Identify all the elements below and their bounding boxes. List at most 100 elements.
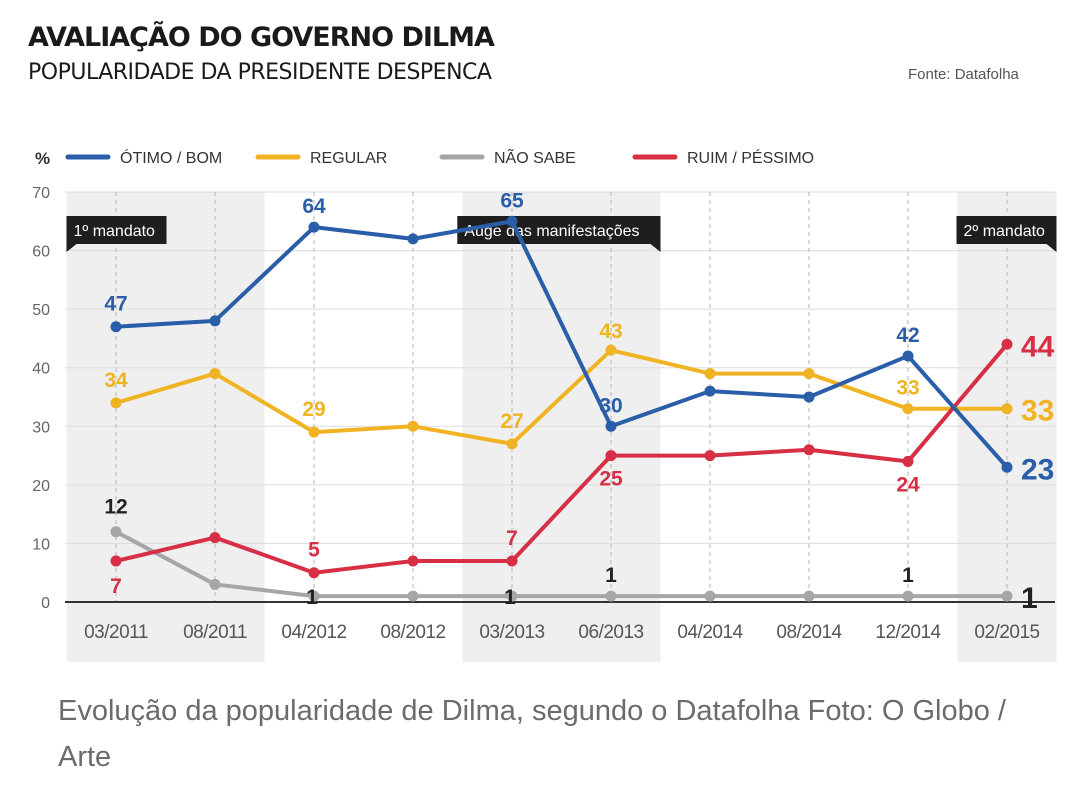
data-label: 34 [104,369,128,392]
line-chart: 0 10 20 30 40 50 60 70 03/2011 08/2011 04/2012 08/2… [32,147,1057,662]
period-band [462,192,661,662]
data-point [803,391,815,403]
y-tick-label: 40 [32,361,50,378]
data-point [506,590,518,602]
data-point [308,567,320,579]
y-tick-label: 0 [41,595,50,612]
series-line [115,219,1009,469]
data-label: 42 [896,324,919,347]
data-label: 7 [506,527,518,550]
data-point [506,215,518,227]
chart-subtitle: POPULARIDADE DA PRESIDENTE DESPENCA [28,60,492,85]
unit-label: % [35,149,50,168]
data-label: 65 [500,189,524,212]
data-point [407,555,419,567]
annotation-label: 2º mandato [964,223,1046,240]
period-band [66,192,265,662]
data-label: 1 [504,586,516,609]
data-label: 64 [302,195,326,218]
data-point [209,368,221,380]
data-point [902,403,914,415]
x-tick-label: 06/2013 [578,622,643,643]
image-caption: Evolução da popularidade de Dilma, segun… [58,695,1006,773]
data-label: 23 [1021,453,1054,486]
series-line [115,348,1007,446]
data-label: 1 [306,586,318,609]
source-note: Fonte: Datafolha [908,66,1019,83]
legend-label: REGULAR [310,150,387,167]
x-tick-label: 08/2014 [776,622,842,643]
data-point [704,385,716,397]
legend-label: RUIM / PÉSSIMO [687,148,814,167]
series-line [115,529,1007,599]
y-tick-label: 60 [32,244,50,261]
data-point [704,450,716,462]
y-tick-label: 10 [32,536,50,553]
series-line [115,342,1009,575]
data-point [110,321,122,333]
data-point [1001,590,1013,602]
data-point [209,578,221,590]
data-point [308,426,320,438]
data-point [110,555,122,567]
data-label: 44 [1021,330,1055,363]
annotation-pointer [650,244,661,252]
data-point [605,344,617,356]
data-point [704,368,716,380]
data-point [902,590,914,602]
data-point [407,420,419,432]
data-point [209,532,221,544]
data-point [407,233,419,245]
chart-title: AVALIAÇÃO DO GOVERNO DILMA [28,22,495,53]
data-label: 1 [605,564,617,587]
annotation-label: 1º mandato [74,223,156,240]
data-point [110,397,122,409]
data-point [1001,461,1013,473]
annotation-box [956,216,1057,244]
data-label: 25 [599,468,623,491]
legend-label: NÃO SABE [494,147,576,167]
data-point [209,315,221,327]
data-point [1001,338,1013,350]
annotation-box [457,216,661,244]
data-point [506,555,518,567]
data-label: 47 [104,293,127,316]
data-point [110,526,122,538]
data-point [902,350,914,362]
data-label: 30 [599,394,622,417]
annotation-box [66,216,167,244]
x-tick-label: 12/2014 [875,622,941,643]
y-tick-label: 50 [32,302,50,319]
y-tick-label: 70 [32,185,50,202]
x-tick-label: 04/2012 [281,622,346,643]
data-point [605,420,617,432]
annotation-pointer [66,244,77,252]
data-label: 7 [110,575,122,598]
x-tick-label: 08/2011 [183,622,247,643]
data-point [605,590,617,602]
data-label: 43 [599,320,622,343]
data-point [308,590,320,602]
data-point [803,590,815,602]
data-label: 29 [302,398,325,421]
annotation-pointer [1046,244,1057,252]
data-point [605,450,617,462]
x-tick-label: 08/2012 [380,622,445,643]
data-point [803,368,815,380]
x-tick-label: 04/2014 [677,622,743,643]
data-label: 24 [896,473,920,496]
x-tick-label: 02/2015 [974,622,1039,643]
data-label: 33 [1021,395,1054,428]
data-point [308,221,320,233]
annotation-label: Auge das manifestações [464,223,639,240]
x-tick-label: 03/2011 [84,622,148,643]
data-label: 12 [104,496,127,519]
data-point [803,444,815,456]
data-label: 5 [308,539,320,562]
data-point [407,590,419,602]
data-point [902,455,914,467]
x-tick-label: 03/2013 [479,622,544,643]
data-point [1001,403,1013,415]
data-point [704,590,716,602]
data-label: 1 [1021,582,1038,615]
